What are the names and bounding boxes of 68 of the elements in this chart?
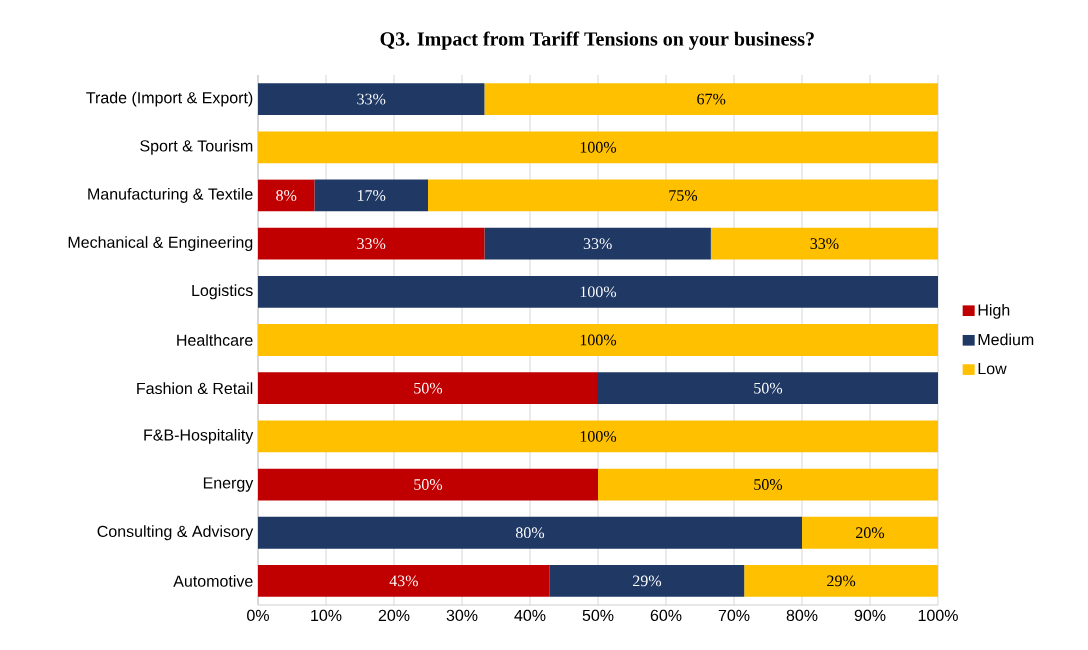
y-tick-label: Logistics — [192, 284, 253, 300]
legend-label: Medium — [978, 333, 1034, 346]
bar — [598, 372, 939, 405]
y-tick-label: Energy — [203, 477, 254, 492]
bar — [258, 516, 803, 549]
legend-label: Low — [978, 363, 1007, 375]
data-label: 100% — [580, 141, 617, 153]
bar — [802, 516, 939, 549]
data-label: 50% — [754, 382, 783, 394]
y-tick-label: Consulting & Advisory — [97, 525, 254, 541]
data-label: 67% — [697, 93, 726, 105]
data-label: 33% — [583, 238, 612, 250]
data-label: 20% — [856, 527, 885, 539]
x-tick-label: 100% — [918, 609, 958, 622]
data-label: 50% — [414, 382, 443, 394]
bar — [258, 179, 315, 212]
bar — [258, 420, 939, 453]
bar — [484, 227, 711, 260]
x-tick-label: 10% — [311, 609, 342, 622]
data-label: 17% — [357, 190, 386, 201]
data-label: 33% — [810, 238, 839, 250]
x-tick-label: 0% — [247, 609, 269, 622]
data-label: 29% — [633, 575, 662, 587]
x-tick-label: 30% — [446, 609, 478, 622]
bar — [258, 468, 599, 501]
data-label: 29% — [827, 575, 856, 587]
x-tick-label: 70% — [718, 609, 750, 622]
legend-label: High — [978, 303, 1010, 319]
y-tick-label: Sport & Tourism — [140, 139, 253, 155]
bar — [258, 275, 939, 308]
data-label: 50% — [414, 479, 443, 490]
data-label: 100% — [580, 430, 617, 442]
data-label: 50% — [754, 479, 783, 490]
data-label: 100% — [580, 286, 617, 298]
y-tick-label: F&B-Hospitality — [144, 428, 254, 444]
bar — [258, 227, 485, 260]
bar — [258, 131, 939, 164]
bar — [744, 565, 939, 597]
x-tick-label: 80% — [786, 609, 818, 622]
data-label: 8% — [276, 190, 297, 201]
x-tick-label: 90% — [854, 609, 886, 622]
bar — [710, 227, 939, 260]
y-tick-label: Automotive — [173, 575, 253, 587]
y-tick-label: Fashion & Retail — [137, 382, 253, 395]
bar — [258, 565, 550, 597]
y-tick-label: Manufacturing & Textile — [88, 188, 253, 203]
bar — [258, 372, 599, 405]
bar — [258, 324, 939, 356]
y-tick-label: Healthcare — [177, 334, 253, 346]
data-label: 100% — [580, 334, 617, 346]
data-label: 80% — [515, 527, 545, 539]
y-tick-label: Trade (Import & Export) — [86, 91, 253, 107]
y-tick-label: Mechanical & Engineering — [68, 236, 253, 252]
data-label: 75% — [669, 190, 698, 201]
chart-title: Q3. Impact from Tariff Tensions on your business? — [380, 31, 814, 50]
bar — [258, 83, 485, 115]
x-tick-label: 50% — [582, 609, 614, 622]
bar — [549, 565, 745, 597]
x-tick-label: 40% — [514, 609, 546, 622]
bar — [428, 179, 939, 212]
data-label: 43% — [389, 575, 418, 587]
bar — [598, 468, 939, 501]
data-label: 33% — [357, 93, 386, 105]
bar — [314, 179, 428, 212]
x-tick-label: 60% — [650, 609, 682, 622]
data-label: 33% — [357, 238, 386, 250]
bar — [484, 83, 939, 115]
x-tick-label: 20% — [378, 609, 410, 622]
